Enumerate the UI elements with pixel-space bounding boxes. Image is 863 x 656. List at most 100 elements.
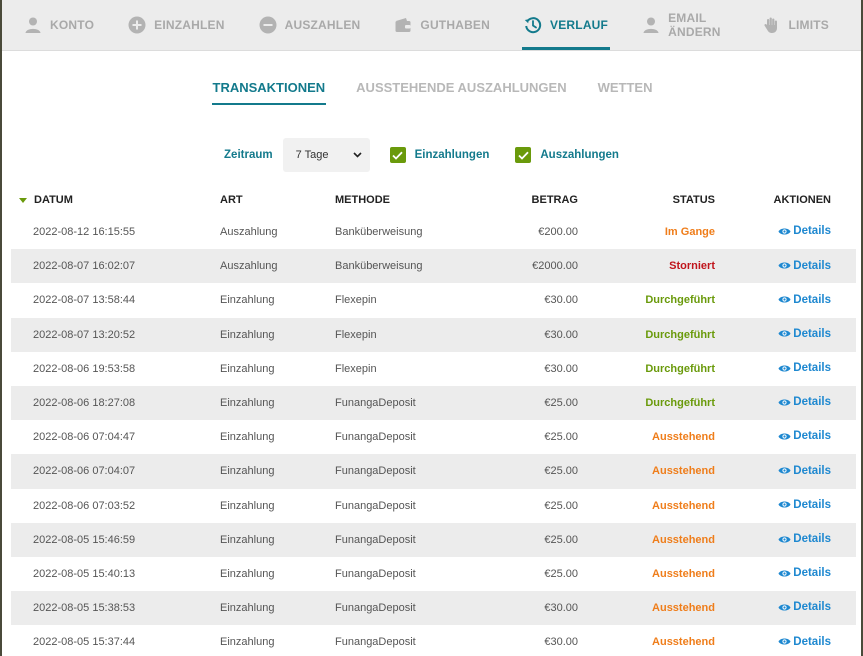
cell-amount: €30.00 [544, 602, 578, 615]
checkmark-icon [392, 151, 403, 160]
details-link[interactable]: Details [778, 260, 831, 272]
cell-amount: €25.00 [544, 533, 578, 546]
status-badge: Im Gange [664, 226, 715, 239]
details-label: Details [793, 259, 831, 272]
cell-date: 2022-08-06 18:27:08 [33, 397, 136, 410]
nav-tab-label: EINZAHLEN [154, 18, 225, 32]
account-top-nav: KONTO EINZAHLEN AUSZAHLEN GUTHABEN VERLA… [2, 0, 861, 51]
nav-tab-label: GUTHABEN [420, 18, 491, 32]
cell-actions: Details [715, 533, 833, 547]
eye-icon [778, 467, 791, 474]
table-row: 2022-08-05 15:37:44 Einzahlung FunangaDepo… [11, 625, 856, 656]
table-header: DATUM ART METHODE BETRAG STATUS AKTIONEN [11, 185, 856, 215]
eye-icon [778, 330, 791, 337]
cell-type: Auszahlung [220, 226, 278, 239]
eye-icon [778, 262, 791, 269]
details-link[interactable]: Details [778, 636, 831, 648]
details-link[interactable]: Details [778, 225, 831, 237]
details-link[interactable]: Details [778, 567, 831, 579]
cell-type: Einzahlung [220, 397, 275, 410]
user-icon [642, 16, 660, 34]
deposits-filter: Einzahlungen [389, 147, 490, 163]
details-label: Details [793, 601, 831, 614]
cell-method: FunangaDeposit [335, 397, 416, 410]
cell-type: Einzahlung [220, 636, 275, 649]
withdrawals-checkbox[interactable] [515, 147, 532, 163]
column-header-date[interactable]: DATUM [11, 194, 211, 206]
history-icon [524, 16, 542, 34]
eye-icon [778, 228, 791, 235]
subtab-wetten[interactable]: WETTEN [597, 80, 653, 95]
table-row: 2022-08-05 15:38:53 Einzahlung FunangaDepo… [11, 591, 856, 626]
cell-type: Einzahlung [220, 465, 275, 478]
deposits-label[interactable]: Einzahlungen [414, 149, 490, 161]
nav-tab-verlauf[interactable]: VERLAUF [522, 0, 611, 50]
nav-tab-limits[interactable]: LIMITS [760, 0, 831, 50]
cell-type: Auszahlung [220, 260, 278, 273]
nav-tab-einzahlen[interactable]: EINZAHLEN [126, 0, 226, 50]
cell-amount: €2000.00 [532, 260, 578, 273]
cell-method: Flexepin [335, 328, 377, 341]
details-label: Details [793, 635, 831, 648]
details-label: Details [793, 293, 831, 306]
column-header-type: ART [220, 194, 243, 206]
nav-tab-guthaben[interactable]: GUTHABEN [392, 0, 492, 50]
cell-method: FunangaDeposit [335, 431, 416, 444]
details-label: Details [793, 225, 831, 238]
minus-circle-icon [259, 16, 277, 34]
cell-actions: Details [715, 362, 833, 376]
details-link[interactable]: Details [778, 294, 831, 306]
cell-method: Banküberweisung [335, 226, 423, 239]
cell-method: Flexepin [335, 362, 377, 375]
cell-amount: €25.00 [544, 431, 578, 444]
status-badge: Ausstehend [652, 499, 715, 512]
nav-tab-auszahlen[interactable]: AUSZAHLEN [257, 0, 363, 50]
details-link[interactable]: Details [778, 601, 831, 613]
cell-actions: Details [715, 294, 833, 308]
cell-date: 2022-08-06 19:53:58 [33, 362, 136, 375]
details-link[interactable]: Details [778, 499, 831, 511]
details-link[interactable]: Details [778, 396, 831, 408]
cell-date: 2022-08-05 15:46:59 [33, 533, 136, 546]
cell-date: 2022-08-07 16:02:07 [33, 260, 136, 273]
cell-actions: Details [715, 430, 833, 444]
subtab-transaktionen[interactable]: TRANSAKTIONEN [211, 79, 327, 105]
details-link[interactable]: Details [778, 533, 831, 545]
cell-type: Einzahlung [220, 328, 275, 341]
details-label: Details [793, 533, 831, 546]
chevron-down-icon [353, 149, 362, 161]
cell-amount: €25.00 [544, 499, 578, 512]
table-row: 2022-08-05 15:46:59 Einzahlung FunangaDepo… [11, 522, 856, 557]
cell-amount: €200.00 [538, 226, 578, 239]
nav-tab-label: KONTO [50, 18, 95, 32]
withdrawals-label[interactable]: Auszahlungen [540, 149, 619, 161]
details-link[interactable]: Details [778, 328, 831, 340]
column-header-label: DATUM [34, 194, 73, 206]
status-badge: Durchgeführt [645, 294, 715, 307]
cell-method: FunangaDeposit [335, 636, 416, 649]
cell-amount: €25.00 [544, 567, 578, 580]
withdrawals-filter: Auszahlungen [515, 147, 619, 163]
cell-type: Einzahlung [220, 602, 275, 615]
period-select-value: 7 Tage [295, 149, 329, 161]
cell-type: Einzahlung [220, 499, 275, 512]
status-badge: Ausstehend [652, 567, 715, 580]
cell-method: Banküberweisung [335, 260, 423, 273]
cell-date: 2022-08-07 13:58:44 [33, 294, 136, 307]
nav-tab-email-aendern[interactable]: EMAIL ÄNDERN [640, 0, 730, 50]
status-badge: Durchgeführt [645, 362, 715, 375]
period-select[interactable]: 7 Tage [282, 138, 370, 172]
subtab-ausstehende-auszahlungen[interactable]: AUSSTEHENDE AUSZAHLUNGEN [356, 80, 567, 95]
deposits-checkbox[interactable] [389, 147, 406, 163]
cell-method: FunangaDeposit [335, 533, 416, 546]
cell-method: FunangaDeposit [335, 602, 416, 615]
details-link[interactable]: Details [778, 362, 831, 374]
details-link[interactable]: Details [778, 430, 831, 442]
nav-tab-konto[interactable]: KONTO [22, 0, 96, 50]
details-link[interactable]: Details [778, 465, 831, 477]
cell-method: FunangaDeposit [335, 567, 416, 580]
cell-type: Einzahlung [220, 362, 275, 375]
table-row: 2022-08-06 07:03:52 Einzahlung FunangaDepo… [11, 489, 856, 523]
status-badge: Ausstehend [652, 465, 715, 478]
